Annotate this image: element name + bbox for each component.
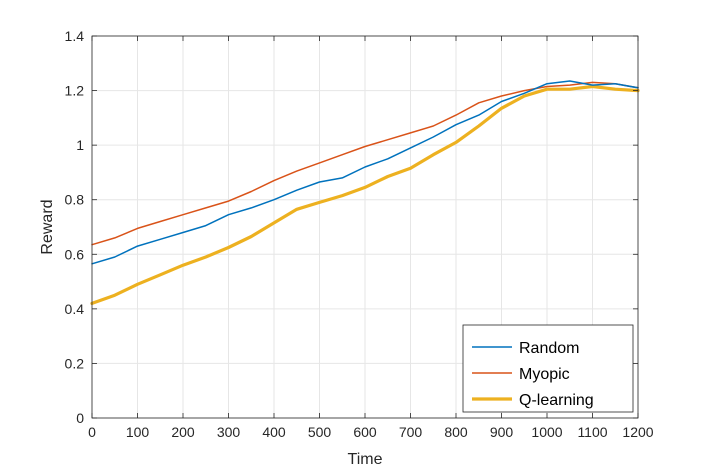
series-line-q-learning [90, 84, 640, 305]
x-tick-label: 600 [353, 424, 377, 440]
x-tick-labels: 0 100 200 300 400 500 600 700 800 900 1000 1100 1200 [88, 424, 654, 440]
y-tick-labels: 0 0.2 0.4 0.6 0.8 1 1.2 1.4 [65, 28, 85, 426]
x-tick-label: 1000 [531, 424, 562, 440]
legend-label-q-learning: Q-learning [519, 392, 594, 409]
x-tick-label: 1200 [622, 424, 653, 440]
y-tick-label: 0.6 [65, 246, 85, 262]
x-tick-label: 400 [262, 424, 286, 440]
series-line-random [91, 80, 639, 265]
x-tick-label: 1100 [577, 424, 607, 440]
x-tick-label: 500 [308, 424, 332, 440]
legend-label-random: Random [519, 340, 579, 357]
y-tick-label: 1.4 [65, 28, 85, 44]
x-tick-label: 700 [399, 424, 423, 440]
x-tick-label: 800 [444, 424, 468, 440]
tick-marks [91, 35, 639, 419]
y-tick-label: 1 [76, 137, 84, 153]
y-tick-label: 0.8 [65, 192, 85, 208]
y-tick-label: 1.2 [65, 83, 85, 99]
x-tick-label: 0 [88, 424, 96, 440]
series-line-myopic [91, 81, 639, 246]
x-axis-label: Time [348, 451, 383, 468]
y-tick-label: 0.2 [65, 355, 85, 371]
legend: Random Myopic Q-learning [462, 324, 634, 413]
x-tick-label: 300 [217, 424, 241, 440]
y-tick-label: 0.4 [65, 301, 85, 317]
y-tick-label: 0 [76, 410, 84, 426]
x-tick-label: 100 [126, 424, 150, 440]
x-tick-label: 900 [490, 424, 514, 440]
legend-label-myopic: Myopic [519, 366, 570, 383]
x-tick-label: 200 [171, 424, 195, 440]
series-layer [90, 80, 640, 305]
y-axis-label: Reward [39, 199, 56, 254]
